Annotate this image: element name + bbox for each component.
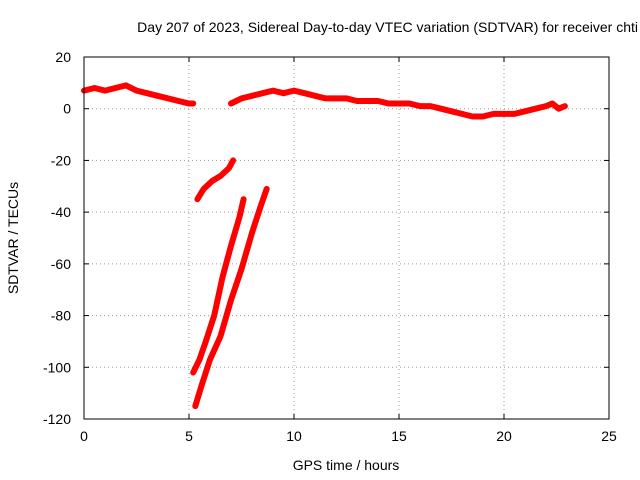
y-tick-label: -120 (43, 411, 71, 427)
plot-frame (83, 56, 610, 420)
x-tick-labels: 0 5 10 15 20 25 (80, 428, 617, 444)
x-tick-label: 25 (601, 428, 617, 444)
y-tick-labels: 20 0 -20 -40 -60 -80 -100 -120 (43, 49, 71, 427)
y-tick-label: -80 (51, 308, 71, 324)
series-trace-5 (192, 185, 270, 410)
chart-title: Day 207 of 2023, Sidereal Day-to-day VTE… (137, 19, 638, 35)
series-trace-2 (228, 87, 568, 120)
y-tick-label: 20 (55, 49, 71, 65)
axis-ticks (83, 56, 610, 420)
y-tick-label: 0 (63, 101, 71, 117)
x-tick-label: 20 (496, 428, 512, 444)
y-tick-label: -60 (51, 256, 71, 272)
x-axis-label: GPS time / hours (293, 457, 400, 473)
gridlines (84, 57, 609, 419)
series-trace-1 (81, 82, 197, 107)
x-tick-label: 10 (286, 428, 302, 444)
series-trace-4 (190, 196, 247, 376)
x-tick-label: 0 (80, 428, 88, 444)
y-tick-label: -100 (43, 359, 71, 375)
x-tick-label: 15 (391, 428, 407, 444)
x-tick-label: 5 (185, 428, 193, 444)
series-trace-3 (194, 157, 237, 203)
y-tick-label: -40 (51, 204, 71, 220)
y-axis-label: SDTVAR / TECUs (5, 182, 21, 294)
data-series (81, 82, 568, 410)
y-tick-label: -20 (51, 152, 71, 168)
